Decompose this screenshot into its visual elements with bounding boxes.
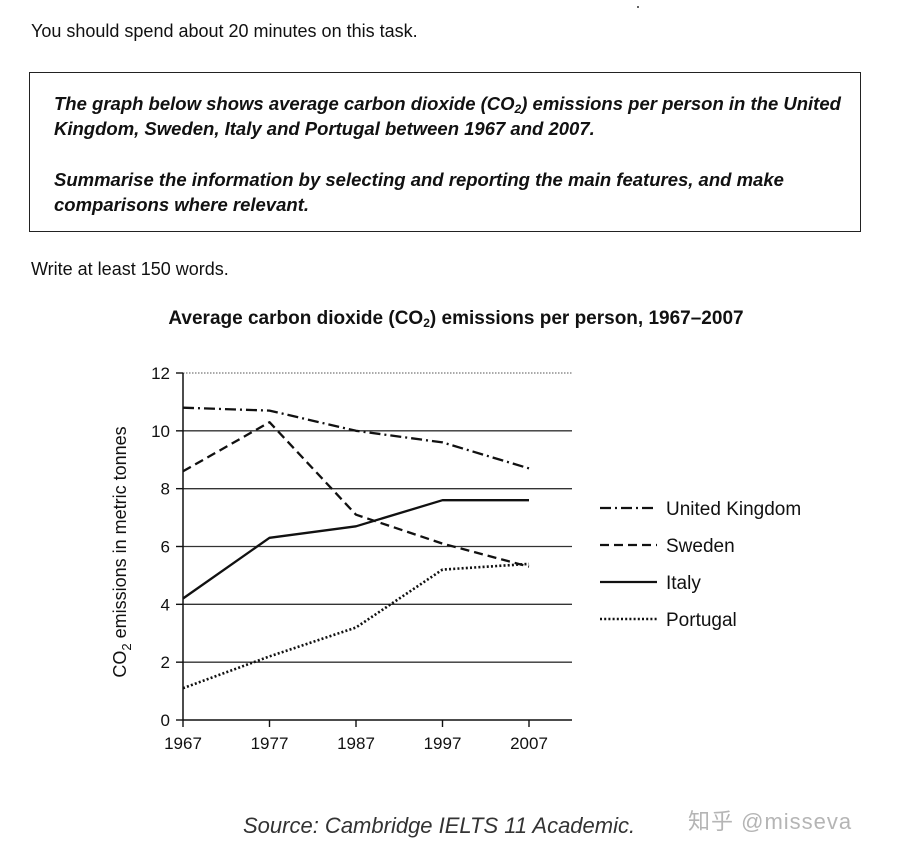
series-lines: [182, 406, 530, 690]
x-tick-label-1997: 1997: [424, 734, 462, 753]
y-tick-label-0: 0: [161, 711, 170, 730]
legend: United Kingdom Sweden Italy Portugal: [600, 499, 801, 631]
watermark: 知乎 @misseva: [688, 809, 853, 834]
task-description: The graph below shows average carbon dio…: [54, 93, 841, 139]
grid-lines: [183, 372, 572, 663]
x-tick-label-1967: 1967: [164, 734, 202, 753]
legend-label-portugal: Portugal: [666, 610, 737, 631]
y-tick-label-12: 12: [151, 364, 170, 383]
legend-label-italy: Italy: [666, 573, 701, 594]
y-tick-label-8: 8: [161, 480, 170, 499]
series-line-sweden: [182, 421, 530, 568]
series-line-italy: [182, 499, 529, 600]
task-box: The graph below shows average carbon dio…: [29, 72, 861, 232]
stray-dot: [637, 6, 639, 8]
y-tick-label-6: 6: [161, 538, 170, 557]
legend-label-united-kingdom: United Kingdom: [666, 499, 801, 520]
series-line-portugal: [182, 562, 530, 690]
tick-labels: 0 2 4 6 8 10 12 1967 1977 1987 1997 2007: [151, 364, 548, 753]
legend-label-sweden: Sweden: [666, 536, 735, 557]
x-tick-label-2007: 2007: [510, 734, 548, 753]
y-tick-label-4: 4: [161, 595, 170, 614]
y-axis-label: CO2 emissions in metric tonnes: [110, 426, 134, 677]
x-tick-label-1987: 1987: [337, 734, 375, 753]
axes: [176, 372, 572, 727]
time-instruction: You should spend about 20 minutes on thi…: [31, 21, 418, 41]
source-caption: Source: Cambridge IELTS 11 Academic.: [243, 813, 636, 838]
series-line-united-kingdom: [182, 406, 530, 470]
y-tick-label-10: 10: [151, 422, 170, 441]
chart-title: Average carbon dioxide (CO2) emissions p…: [168, 308, 744, 330]
y-tick-label-2: 2: [161, 653, 170, 672]
x-tick-label-1977: 1977: [251, 734, 289, 753]
task-summary-instruction: Summarise the information by selecting a…: [54, 169, 784, 215]
word-count-instruction: Write at least 150 words.: [31, 259, 229, 279]
